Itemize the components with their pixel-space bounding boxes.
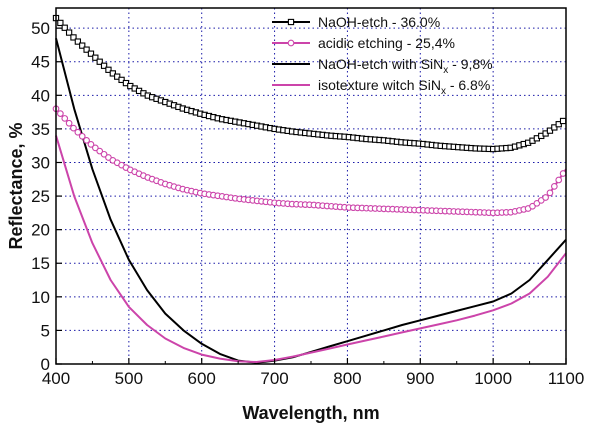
data-point: [70, 34, 77, 41]
y-tick-label: 15: [31, 254, 50, 273]
y-tick-label: 25: [31, 187, 50, 206]
data-point: [100, 150, 108, 158]
x-tick-labels: 400 500 600 700 800 900 1000 1100: [42, 369, 584, 388]
x-tick-label: 900: [406, 369, 434, 388]
data-point: [559, 170, 567, 177]
data-point: [87, 50, 95, 57]
legend: NaOH-etch - 36.0% acidic etching - 25,4% N…: [272, 14, 493, 97]
series-line-1: [55, 108, 567, 214]
y-tick-label: 10: [31, 288, 50, 307]
data-point: [546, 127, 554, 134]
y-tick-label: 40: [31, 86, 50, 105]
x-tick-label: 700: [260, 369, 288, 388]
data-point: [78, 132, 86, 140]
data-point: [70, 124, 77, 132]
data-point: [91, 144, 99, 152]
series-markers: [52, 14, 567, 217]
data-point: [542, 194, 549, 201]
legend-label-0: NaOH-etch - 36.0%: [318, 14, 440, 30]
data-point: [559, 117, 567, 125]
y-tick-label: 45: [31, 53, 50, 72]
y-tick-label: 5: [41, 321, 50, 340]
data-point: [83, 46, 90, 53]
legend-series-value: - 9,8%: [448, 56, 492, 72]
data-point: [100, 62, 108, 69]
data-point: [96, 58, 103, 65]
x-tick-label: 1100: [548, 369, 585, 388]
data-point: [555, 176, 563, 184]
x-axis-title: Wavelength, nm: [242, 403, 379, 423]
data-point: [74, 38, 82, 45]
y-tick-label: 50: [31, 19, 50, 38]
series-markers-0: [52, 14, 567, 153]
y-tick-label: 30: [31, 153, 50, 172]
legend-series-name: NaOH-etch with SiN: [318, 56, 443, 72]
data-point: [551, 124, 558, 131]
legend-series-value: - 6.8%: [446, 77, 490, 93]
y-tick-labels: 0 5 10 15 20 25 30 35 40 45 50: [31, 19, 50, 374]
legend-label-2: NaOH-etch with SiNx - 9,8%: [318, 56, 493, 76]
x-tick-label: 400: [42, 369, 70, 388]
legend-label-1: acidic etching - 25,4%: [318, 35, 455, 51]
y-tick-label: 20: [31, 221, 50, 240]
series-markers-1: [52, 105, 567, 217]
data-point: [118, 76, 125, 84]
y-tick-label: 35: [31, 120, 50, 139]
series-line-3: [55, 135, 567, 363]
legend-series-value: - 36.0%: [388, 14, 440, 30]
data-point: [550, 183, 558, 190]
data-point: [74, 128, 82, 136]
legend-marker-0: [287, 18, 295, 26]
data-point: [83, 136, 90, 144]
x-tick-label: 500: [115, 369, 143, 388]
data-point: [92, 54, 99, 61]
legend-series-name: isotexture witch SiN: [318, 77, 441, 93]
data-point: [109, 70, 116, 77]
data-point: [546, 189, 554, 197]
y-tick-label: 0: [41, 355, 50, 374]
legend-subscript: x: [441, 86, 446, 97]
data-point: [79, 42, 86, 49]
x-tick-label: 800: [333, 369, 361, 388]
data-point: [96, 147, 104, 155]
x-tick-label: 600: [188, 369, 216, 388]
data-point: [61, 24, 68, 31]
data-point: [87, 141, 95, 148]
data-point: [61, 115, 69, 122]
axis-ticks: [55, 27, 567, 365]
legend-series-name: acidic etching: [318, 35, 403, 51]
y-axis-title: Reflectance, %: [6, 122, 26, 249]
data-point: [57, 110, 64, 117]
data-point: [105, 66, 112, 73]
data-point: [65, 29, 73, 36]
data-point: [65, 119, 73, 127]
x-tick-label: 1000: [474, 369, 512, 388]
legend-marker-1: [287, 39, 295, 47]
data-point: [57, 19, 64, 27]
grid: [56, 8, 566, 364]
legend-series-value: - 25,4%: [403, 35, 455, 51]
data-point: [555, 121, 562, 128]
legend-subscript: x: [443, 65, 448, 76]
legend-series-name: NaOH-etch: [318, 14, 388, 30]
data-point: [114, 73, 121, 80]
legend-label-3: isotexture witch SiNx - 6.8%: [318, 77, 490, 97]
